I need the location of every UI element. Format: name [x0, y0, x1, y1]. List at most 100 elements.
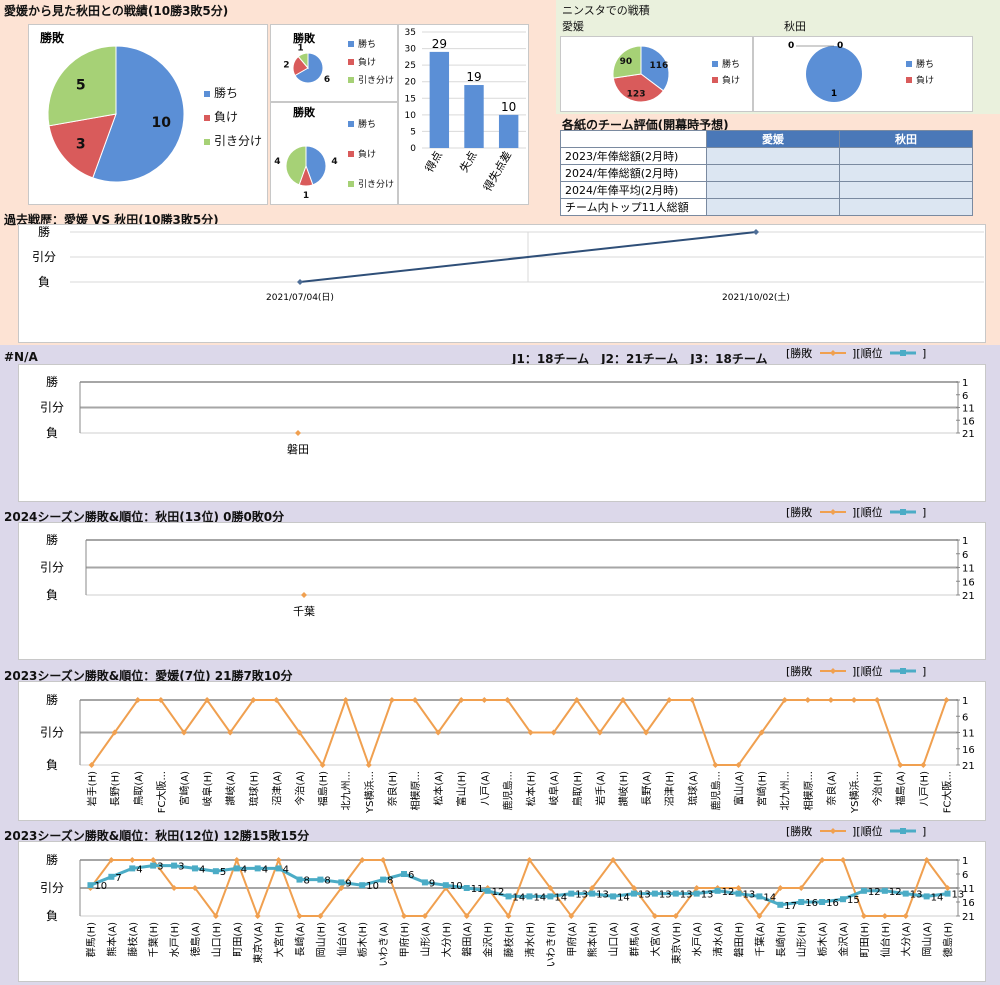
- legend-label: ][順位: [852, 505, 883, 519]
- rank-marker: [87, 882, 94, 889]
- category-label: 千葉(H): [147, 922, 160, 957]
- result-axis-label: 引分: [40, 561, 64, 575]
- result-marker: [463, 913, 470, 919]
- rank-data-label: 11: [471, 884, 484, 895]
- pie-slice: [285, 145, 307, 186]
- category-label: 磐田: [287, 442, 309, 456]
- rating-head-akita: 秋田: [839, 130, 973, 148]
- legend-swatch: [348, 77, 354, 83]
- category-label: 北九州...: [780, 771, 792, 811]
- bar: [498, 114, 519, 148]
- result-marker: [233, 857, 240, 863]
- rank-data-label: 9: [429, 878, 435, 889]
- result-marker: [435, 729, 442, 736]
- rank-data-label: 12: [722, 887, 735, 898]
- category-label: 2021/10/02(土): [722, 291, 790, 303]
- pie-small1-title: 勝敗: [293, 31, 316, 45]
- category-label: 鹿児島...: [709, 771, 722, 811]
- result-marker: [338, 885, 345, 891]
- result-axis-label: 勝: [38, 224, 50, 239]
- legend-swatch: [712, 61, 718, 67]
- rank-tick-label: 11: [962, 884, 975, 895]
- category-label: YS横浜...: [848, 771, 861, 814]
- result-axis-label: 勝: [46, 852, 58, 867]
- result-marker: [781, 697, 788, 703]
- rank-data-label: 14: [554, 892, 567, 903]
- bar-category-label: 失点: [457, 149, 479, 175]
- pie-data-label: 5: [76, 77, 86, 93]
- pie-data-label: 2: [283, 60, 289, 70]
- category-label: 岡山(A): [922, 922, 934, 957]
- bar-tick-label: 15: [405, 94, 416, 104]
- rank-data-label: 12: [868, 887, 881, 898]
- rank-tick-label: 11: [962, 729, 975, 740]
- category-label: 相模原...: [409, 771, 422, 811]
- result-axis-label: 引分: [40, 401, 64, 415]
- rank-data-label: 16: [826, 898, 839, 909]
- legend-swatch: [900, 828, 906, 834]
- legend-label: [勝敗: [786, 824, 812, 838]
- category-label: 2021/07/04(日): [266, 292, 334, 303]
- category-label: 岩手(H): [86, 771, 99, 806]
- pie-slice: [297, 52, 309, 70]
- legend-swatch: [900, 509, 906, 515]
- category-label: 鳥取(A): [132, 771, 145, 806]
- legend-swatch: [900, 668, 906, 674]
- rank-marker: [923, 893, 930, 900]
- result-marker: [317, 913, 324, 919]
- rank-data-label: 15: [847, 895, 860, 906]
- legend-label: 勝ち: [722, 58, 740, 70]
- rank-data-label: 13: [910, 890, 923, 901]
- category-label: 東京V(H): [670, 922, 683, 964]
- rank-marker: [568, 890, 575, 897]
- legend-label: ]: [922, 347, 926, 360]
- category-label: 町田(H): [860, 922, 871, 957]
- category-label: 八戸(A): [479, 771, 491, 806]
- legend-swatch: [712, 77, 718, 83]
- category-label: FC大阪...: [940, 771, 953, 813]
- pie-data-label: 6: [324, 75, 330, 85]
- result-marker: [819, 857, 826, 863]
- result-marker: [610, 857, 617, 863]
- result-marker: [481, 697, 488, 703]
- legend-label: ][順位: [852, 664, 883, 678]
- rank-tick-label: 1: [962, 378, 968, 389]
- legend-label: 勝ち: [916, 58, 934, 70]
- rank-marker: [401, 871, 408, 877]
- rating-row-label: 2023/年俸総額(2月時): [560, 147, 707, 165]
- rank-marker: [777, 901, 784, 908]
- category-label: 金沢(H): [482, 922, 495, 957]
- category-label: 富山(H): [455, 771, 468, 806]
- rank-marker: [254, 865, 261, 872]
- category-label: 宮崎(A): [178, 771, 191, 806]
- history-line: [299, 231, 757, 283]
- result-marker: [380, 857, 387, 863]
- result-marker: [108, 857, 115, 863]
- result-marker: [568, 913, 575, 919]
- category-label: 大宮(A): [649, 922, 662, 957]
- category-label: 岐阜(H): [201, 771, 214, 806]
- category-label: 宮崎(H): [756, 771, 769, 806]
- result-marker: [527, 729, 534, 736]
- result-marker: [840, 857, 847, 863]
- rank-data-label: 13: [659, 890, 672, 901]
- rank-marker: [589, 890, 596, 897]
- category-label: 群馬(A): [628, 922, 641, 957]
- category-label: 甲府(A): [565, 922, 578, 957]
- category-label: 熊本(A): [105, 922, 118, 957]
- category-label: 沼津(A): [270, 771, 283, 806]
- category-label: 岡山(H): [315, 922, 327, 957]
- category-label: 熊本(H): [586, 922, 599, 957]
- rank-marker: [819, 899, 826, 905]
- category-label: 大分(H): [440, 922, 453, 957]
- result-marker: [342, 697, 349, 703]
- rank-marker: [693, 890, 700, 897]
- legend-label: 引き分け: [358, 179, 394, 190]
- pie-data-label: 123: [627, 90, 646, 100]
- category-label: 福島(H): [317, 771, 330, 806]
- result-marker: [273, 697, 280, 703]
- rank-marker: [798, 899, 805, 905]
- category-label: 磐田(A): [461, 922, 474, 957]
- legend-swatch: [348, 59, 354, 65]
- rank-data-label: 13: [701, 890, 714, 901]
